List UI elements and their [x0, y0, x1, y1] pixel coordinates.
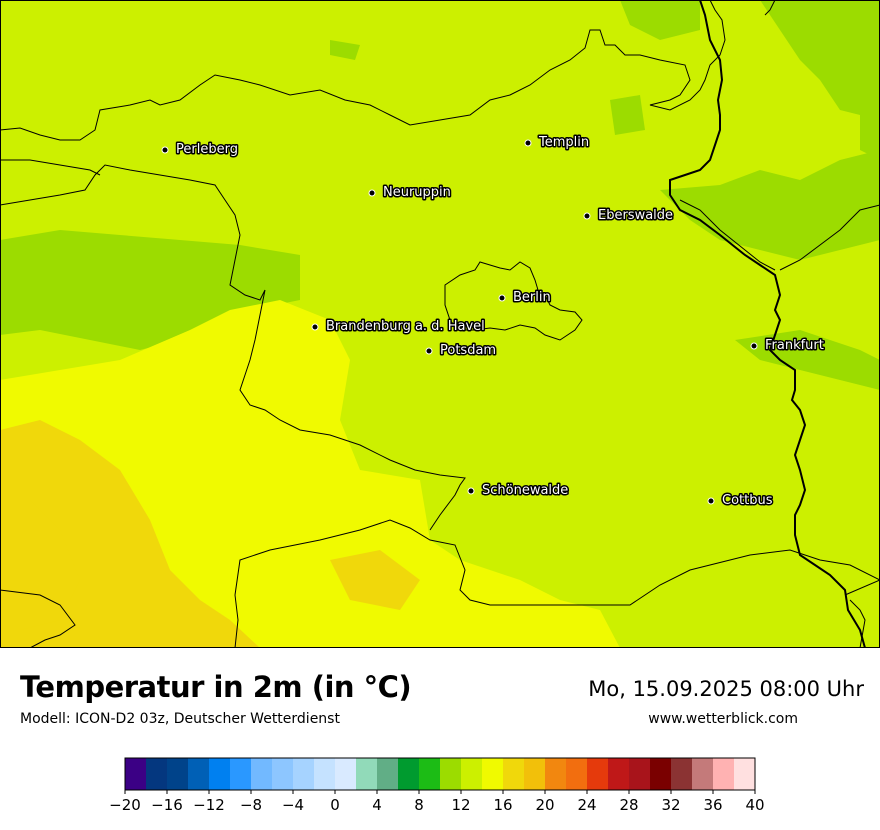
color-swatch: [272, 758, 294, 790]
color-swatch: [230, 758, 252, 790]
svg-text:Frankfurt: Frankfurt: [765, 338, 824, 353]
color-swatch: [335, 758, 357, 790]
svg-text:Templin: Templin: [538, 135, 589, 150]
color-swatch: [524, 758, 546, 790]
color-legend: −20 −16 −12 −8 −4 0 4 8 12 16 20 24 28 32 36 40: [109, 757, 765, 814]
svg-text:Eberswalde: Eberswalde: [598, 208, 673, 223]
color-legend-ticks: −20 −16 −12 −8 −4 0 4 8 12 16 20 24 28 32 36 40: [109, 790, 765, 814]
city-cottbus[interactable]: Cottbus: [707, 492, 774, 510]
forecast-datetime: Mo, 15.09.2025 08:00 Uhr: [588, 677, 864, 701]
color-swatch: [440, 758, 462, 790]
svg-text:Perleberg: Perleberg: [176, 142, 238, 157]
color-legend-tick-label: 32: [661, 796, 680, 814]
color-swatch: [209, 758, 231, 790]
color-swatch: [545, 758, 567, 790]
color-swatch: [734, 758, 756, 790]
city-potsdam[interactable]: Potsdam: [425, 342, 498, 360]
map-title: Temperatur in 2m (in °C): [20, 670, 412, 704]
color-swatch: [566, 758, 588, 790]
color-legend-tick-label: 28: [619, 796, 638, 814]
color-swatch: [608, 758, 630, 790]
city-schoenewalde[interactable]: Schönewalde: [467, 482, 570, 500]
color-swatch: [188, 758, 210, 790]
website-link[interactable]: www.wetterblick.com: [648, 711, 798, 727]
color-swatch: [503, 758, 525, 790]
color-swatch: [419, 758, 441, 790]
svg-text:Berlin: Berlin: [513, 290, 551, 305]
color-swatch: [713, 758, 735, 790]
city-brandenburg[interactable]: Brandenburg a. d. Havel: [311, 318, 486, 336]
color-swatch: [167, 758, 189, 790]
color-swatch: [587, 758, 609, 790]
temperature-map: Perleberg Templin Neuruppin Eberswalde B…: [0, 0, 880, 648]
color-swatch: [377, 758, 399, 790]
color-legend-tick-label: 12: [451, 796, 470, 814]
color-legend-tick-label: −16: [151, 796, 183, 814]
color-legend-tick-label: 24: [577, 796, 596, 814]
color-swatch: [671, 758, 693, 790]
color-swatch: [629, 758, 651, 790]
svg-text:Schönewalde: Schönewalde: [482, 483, 568, 498]
color-legend-tick-label: 36: [703, 796, 722, 814]
city-frankfurt[interactable]: Frankfurt: [750, 337, 825, 355]
city-templin[interactable]: Templin: [524, 134, 591, 152]
color-swatch: [482, 758, 504, 790]
color-legend-tick-label: −20: [109, 796, 141, 814]
color-swatch: [650, 758, 672, 790]
svg-text:Brandenburg a. d. Havel: Brandenburg a. d. Havel: [326, 319, 485, 334]
city-markers: Perleberg Templin Neuruppin Eberswalde B…: [161, 134, 825, 510]
color-legend-tick-label: 40: [745, 796, 764, 814]
borders: [0, 0, 880, 648]
color-legend-tick-label: 16: [493, 796, 512, 814]
color-swatch: [125, 758, 147, 790]
national-border: [669, 0, 866, 648]
color-swatch: [146, 758, 168, 790]
color-legend-tick-label: 8: [414, 796, 424, 814]
color-legend-border: [124, 757, 756, 791]
model-info: Modell: ICON-D2 03z, Deutscher Wetterdie…: [20, 711, 340, 727]
color-swatch: [314, 758, 336, 790]
svg-text:Cottbus: Cottbus: [722, 493, 773, 508]
color-swatch: [251, 758, 273, 790]
color-legend-tick-label: 4: [372, 796, 382, 814]
color-swatch: [356, 758, 378, 790]
hot-areas: [0, 420, 420, 648]
color-legend-swatches: [124, 757, 756, 791]
city-berlin[interactable]: Berlin: [498, 289, 552, 307]
color-legend-tick-label: −8: [240, 796, 262, 814]
color-legend-tick-label: 20: [535, 796, 554, 814]
color-legend-tick-label: −12: [193, 796, 225, 814]
color-legend-tick-label: 0: [330, 796, 340, 814]
color-swatch: [692, 758, 714, 790]
color-swatch: [461, 758, 483, 790]
city-neuruppin[interactable]: Neuruppin: [368, 184, 452, 202]
svg-text:Neuruppin: Neuruppin: [383, 185, 451, 200]
color-legend-tick-label: −4: [282, 796, 304, 814]
city-perleberg[interactable]: Perleberg: [161, 141, 239, 159]
color-swatch: [398, 758, 420, 790]
city-eberswalde[interactable]: Eberswalde: [583, 207, 675, 225]
color-swatch: [293, 758, 315, 790]
svg-text:Potsdam: Potsdam: [440, 343, 496, 358]
